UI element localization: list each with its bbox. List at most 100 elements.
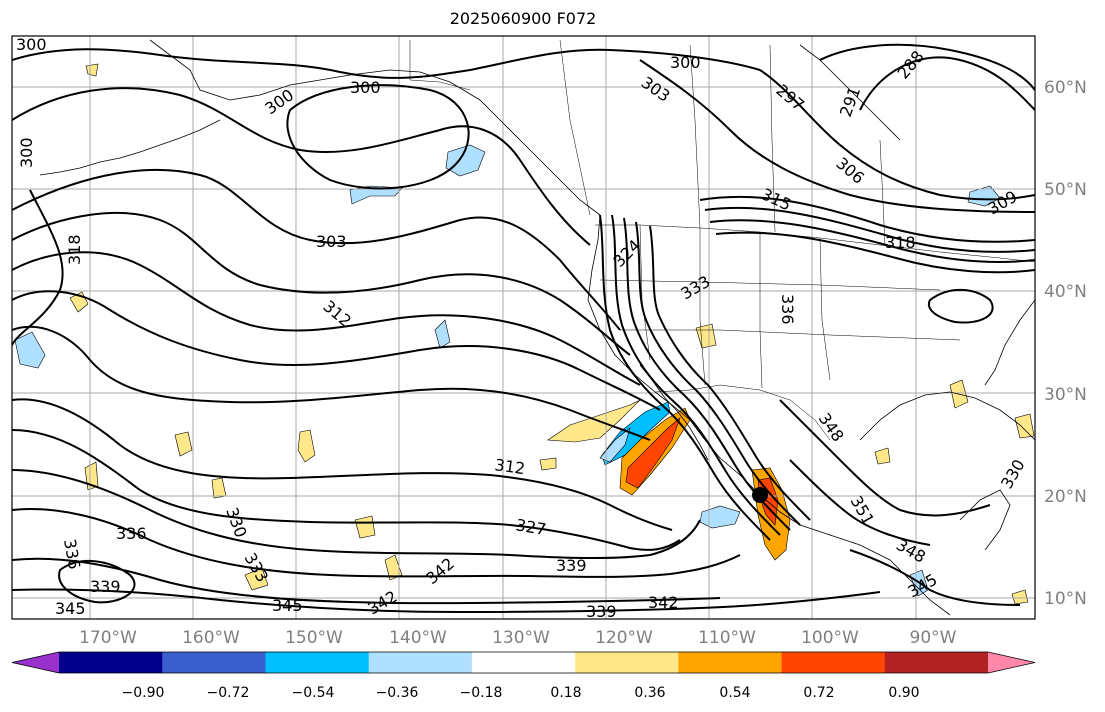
contour-label: 342	[648, 593, 679, 612]
colorbar-tick-label: −0.54	[292, 685, 335, 701]
colorbar: −0.90 −0.72 −0.54 −0.36 −0.18 0.18 0.36 …	[11, 651, 1036, 701]
shaded-field	[14, 63, 1035, 605]
province-border-2	[689, 44, 701, 229]
contour-label: 339	[586, 602, 617, 621]
colorbar-tick-label: −0.36	[376, 685, 419, 701]
light-negative-anomaly-coast	[599, 427, 631, 463]
yellow-patch-15	[539, 457, 557, 471]
contour-342	[12, 588, 881, 614]
colorbar-band	[575, 652, 679, 673]
contour-324	[12, 398, 673, 531]
province-border-4	[879, 139, 886, 246]
contour-348	[779, 399, 991, 517]
contour-west-loop	[58, 559, 136, 604]
map-frame	[11, 35, 1036, 620]
colorbar-segments	[11, 651, 1036, 674]
colorbar-band	[59, 652, 163, 673]
map-panel: 300 300 300 300 303 300 297 291 288 306 …	[11, 35, 1036, 621]
state-border-5	[599, 279, 941, 291]
contour-lines	[12, 43, 1035, 614]
contour-label: 336	[778, 294, 797, 325]
gulf-coast	[859, 391, 1035, 441]
contour-label: 300	[17, 137, 36, 168]
contour-336	[12, 508, 741, 578]
lon-tick-label: 160°W	[182, 628, 240, 648]
colorbar-band	[162, 652, 266, 673]
blue-patch-pacific	[349, 185, 403, 205]
colorbar-tick-labels: −0.90 −0.72 −0.54 −0.36 −0.18 0.18 0.36 …	[122, 685, 920, 701]
east-coast-fragment	[984, 299, 1035, 386]
yellow-patch-8	[1014, 413, 1035, 439]
contour-label: 303	[316, 232, 347, 251]
lon-tick-label: 140°W	[389, 628, 447, 648]
yellow-patch-10	[244, 567, 269, 591]
map-background	[12, 36, 1035, 619]
contour-coast-pack-3	[623, 217, 791, 531]
blue-patch-mid	[434, 319, 451, 349]
colorbar-band	[884, 652, 989, 673]
yellow-patch-5	[384, 554, 403, 581]
contour-jet-4	[715, 231, 1035, 274]
lat-tick-label: 10°N	[1044, 589, 1087, 609]
lon-tick-label: 110°W	[698, 628, 756, 648]
lon-tick-label: 170°W	[79, 628, 137, 648]
lat-tick-label: 30°N	[1044, 385, 1087, 405]
colorbar-tick-label: 0.54	[719, 685, 750, 701]
contour-330	[12, 469, 701, 560]
contour-coast-pack-4	[635, 221, 801, 526]
contour-label: 345	[55, 599, 86, 618]
contour-315	[12, 325, 651, 441]
contour-label: 339	[90, 577, 121, 596]
contour-label: 300	[670, 53, 701, 72]
contour-jet-1	[699, 195, 1035, 243]
province-border-1	[559, 39, 591, 216]
yellow-patch-2	[297, 429, 316, 463]
state-border-2	[699, 228, 706, 386]
map-layers: 300 300 300 300 303 300 297 291 288 306 …	[12, 36, 1035, 621]
contour-label: 318	[885, 233, 916, 252]
yellow-patch-12	[1011, 589, 1029, 605]
contour-jet-2	[704, 206, 1035, 253]
lat-tick-label: 60°N	[1044, 78, 1087, 98]
yucatan-coast	[959, 489, 1011, 551]
contour-312	[12, 290, 661, 411]
contour-jet-3	[709, 219, 1035, 263]
contour-309	[12, 251, 641, 386]
yellow-patch-6	[354, 515, 376, 539]
contour-label: 345	[272, 596, 303, 615]
colorbar-tick-label: 0.36	[634, 685, 665, 701]
lon-tick-label: 130°W	[492, 628, 550, 648]
lon-tick-label: 100°W	[801, 628, 859, 648]
colorbar-extend-high	[988, 652, 1035, 673]
lat-tick-label: 50°N	[1044, 180, 1087, 200]
contour-300-low	[286, 84, 470, 190]
blue-patch-west	[14, 331, 46, 369]
lat-tick-labels: 10°N 20°N 30°N 40°N 50°N 60°N	[1044, 78, 1087, 609]
colorbar-band	[471, 652, 576, 673]
map-title: 2025060900 F072	[449, 9, 597, 28]
lat-tick-label: 40°N	[1044, 282, 1087, 302]
alaska-coast	[149, 39, 601, 216]
us-mexico-border	[654, 384, 831, 441]
alaska-canada-border	[409, 40, 471, 91]
contour-label: 312	[493, 455, 526, 478]
contour-303-canada	[639, 59, 1035, 213]
colorbar-outline	[11, 651, 1036, 674]
contour-label: 339	[556, 556, 587, 575]
lon-tick-label: 90°W	[910, 628, 957, 648]
colorbar-tick-label: 0.90	[888, 685, 919, 701]
center-marker	[752, 487, 768, 503]
colorbar-tick-label: −0.18	[460, 685, 503, 701]
state-border-4	[819, 237, 831, 381]
blue-patch-plains	[967, 185, 1001, 207]
colorbar-tick-label: 0.18	[550, 685, 581, 701]
contour-label: 336	[116, 524, 147, 543]
contour-coast-pack-5	[649, 225, 811, 521]
colorbar-band	[368, 652, 473, 673]
contour-288	[859, 56, 1035, 111]
state-border-6	[620, 329, 961, 341]
lat-tick-label: 20°N	[1044, 487, 1087, 507]
aleutian-islands	[39, 119, 221, 176]
colorbar-band	[678, 652, 783, 673]
lon-tick-label: 120°W	[595, 628, 653, 648]
